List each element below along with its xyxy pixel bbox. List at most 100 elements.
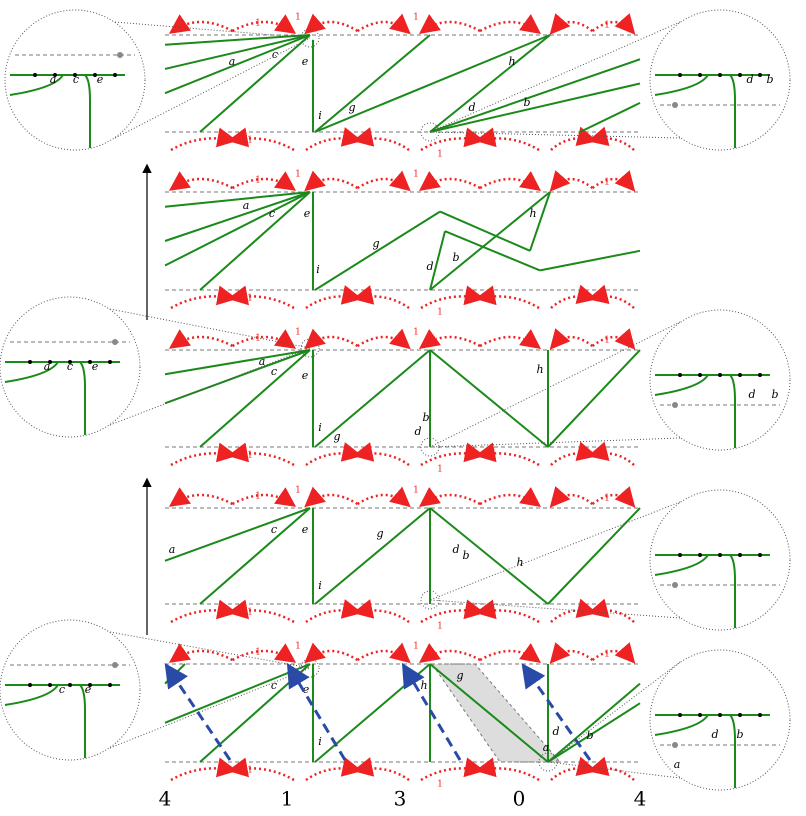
edge-label: h: [516, 556, 523, 569]
edge-label: e: [304, 207, 311, 220]
red-arc: [587, 598, 635, 623]
arc-label: 1: [413, 328, 419, 338]
edge-label: b: [523, 96, 530, 109]
red-arc: [479, 329, 542, 349]
inset-node: [672, 402, 678, 408]
green-line: [429, 349, 549, 448]
inset-dot: [718, 553, 722, 557]
green-line: [314, 34, 431, 133]
red-arc: [591, 328, 636, 350]
inset-label: e: [92, 360, 99, 373]
red-arc: [356, 170, 411, 192]
inset-green: [729, 714, 736, 788]
arc-label: 1: [247, 766, 253, 776]
edge-label: h: [536, 363, 543, 376]
bottom-label: 3: [394, 787, 407, 811]
green-line: [429, 191, 551, 291]
inset-label: d: [711, 728, 718, 741]
inset-circle: [649, 649, 791, 791]
red-arc: [170, 442, 238, 467]
edge-label: g: [348, 101, 355, 114]
arc-label: 1: [295, 486, 301, 496]
leader-line: [429, 321, 681, 448]
inset-green: [729, 74, 736, 148]
inset-dot: [738, 73, 742, 77]
red-arc: [170, 285, 238, 310]
inset-dot: [73, 73, 77, 77]
bottom-label: 1: [281, 787, 294, 811]
red-arc: [587, 441, 635, 466]
red-arc: [305, 127, 363, 152]
inset-label: d: [746, 73, 753, 86]
edge-label: h: [529, 207, 536, 220]
arc-label: 1: [295, 13, 301, 23]
red-arc: [420, 127, 485, 152]
bottom-label: 4: [634, 787, 647, 811]
inset-green: [654, 74, 709, 96]
leader-line: [547, 661, 681, 763]
arc-label: 1: [247, 451, 253, 461]
inset-dot: [698, 713, 702, 717]
green-line: [314, 349, 431, 448]
edge-label: g: [372, 237, 379, 250]
arc-label: 1: [255, 19, 261, 29]
inset-dot: [718, 73, 722, 77]
red-arc: [479, 487, 542, 507]
red-arc: [305, 599, 363, 624]
zoom-circle: [300, 338, 320, 358]
green-line: [579, 102, 641, 133]
red-arc: [168, 643, 234, 663]
arc-label: 1: [413, 642, 419, 652]
red-arc: [231, 643, 297, 663]
edge-label: b: [586, 729, 593, 742]
red-arc: [420, 285, 485, 310]
inset-dot: [53, 73, 57, 77]
green-line: [164, 349, 311, 405]
blue-arrow: [164, 663, 232, 761]
red-arc: [231, 329, 297, 349]
arc-label: 1: [597, 294, 603, 304]
green-line: [164, 507, 311, 562]
arc-label: 1: [437, 150, 443, 160]
arc-label: 1: [480, 608, 486, 618]
arc-label: 1: [255, 492, 261, 502]
red-arc: [475, 127, 540, 152]
red-arc: [418, 329, 481, 349]
inset-dot: [758, 713, 762, 717]
red-arc: [550, 284, 598, 309]
arc-label: 1: [437, 308, 443, 318]
inset-dot: [678, 373, 682, 377]
red-arc: [418, 643, 481, 663]
red-arc: [418, 171, 481, 191]
green-line: [199, 507, 311, 605]
red-arc: [227, 442, 295, 467]
edge-label: c: [271, 523, 277, 536]
inset-circle: [649, 9, 791, 151]
red-arc: [170, 599, 238, 624]
inset-dot: [758, 553, 762, 557]
zoom-circle: [300, 28, 320, 48]
red-arc: [420, 599, 485, 624]
red-arc: [420, 757, 485, 782]
arc-label: 1: [604, 178, 610, 188]
arc-label: 1: [597, 608, 603, 618]
inset-green: [654, 374, 709, 396]
red-arc: [168, 487, 234, 507]
inset-dot: [738, 373, 742, 377]
arc-label: 1: [597, 136, 603, 146]
edge-label: i: [316, 263, 320, 276]
red-arc: [587, 126, 635, 151]
red-arc: [591, 486, 636, 508]
green-line: [547, 702, 641, 763]
red-arc: [305, 442, 363, 467]
edge-label: e: [302, 369, 309, 382]
edge-label: g: [333, 430, 340, 443]
inset-green: [729, 554, 736, 628]
inset-green: [729, 374, 736, 448]
inset-dot: [108, 360, 112, 364]
inset-dot: [758, 373, 762, 377]
inset-label: b: [736, 728, 743, 741]
edge-label: i: [318, 109, 322, 122]
red-arc: [170, 127, 238, 152]
red-arc: [356, 642, 411, 664]
